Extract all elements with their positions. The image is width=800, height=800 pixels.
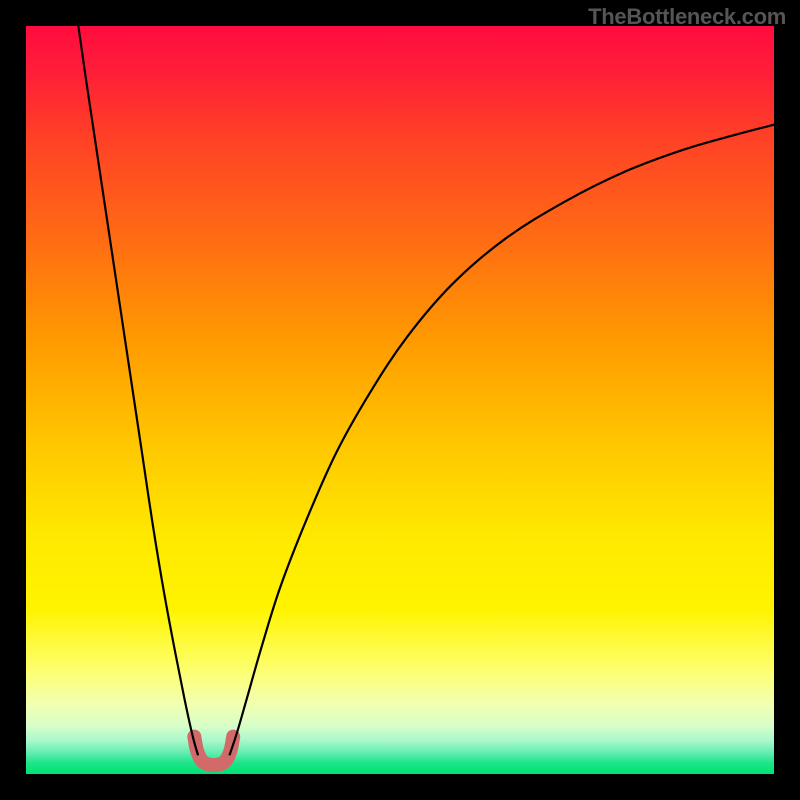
u-trough-marker [194,737,233,765]
chart-container: TheBottleneck.com [0,0,800,800]
bottleneck-curve-left [78,26,198,755]
bottleneck-curve-right [229,125,774,756]
plot-area [26,26,774,774]
watermark-label: TheBottleneck.com [588,4,786,30]
curves-layer [26,26,774,774]
